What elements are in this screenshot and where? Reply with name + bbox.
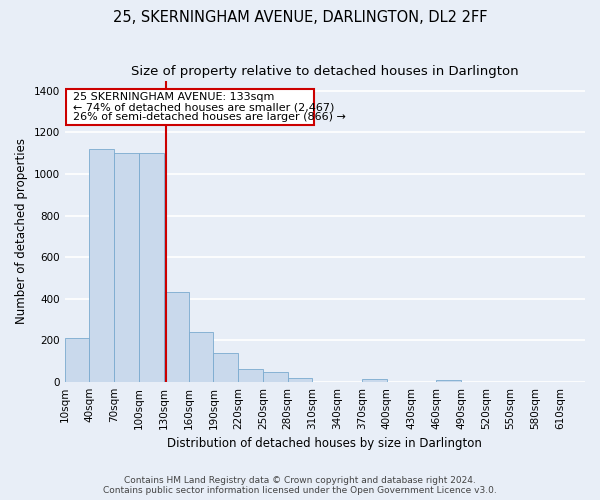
Bar [65, 338, 89, 382]
Bar [188, 332, 214, 382]
Bar [436, 380, 461, 382]
Bar [238, 370, 263, 382]
Text: ← 74% of detached houses are smaller (2,467): ← 74% of detached houses are smaller (2,… [73, 102, 334, 113]
Text: 25, SKERNINGHAM AVENUE, DARLINGTON, DL2 2FF: 25, SKERNINGHAM AVENUE, DARLINGTON, DL2 … [113, 10, 487, 25]
Bar [263, 372, 287, 382]
Text: Contains HM Land Registry data © Crown copyright and database right 2024.
Contai: Contains HM Land Registry data © Crown c… [103, 476, 497, 495]
Bar [89, 149, 114, 382]
Bar [139, 154, 164, 382]
Bar [164, 292, 188, 382]
Text: 25 SKERNINGHAM AVENUE: 133sqm: 25 SKERNINGHAM AVENUE: 133sqm [73, 92, 274, 102]
Bar [67, 89, 314, 125]
Y-axis label: Number of detached properties: Number of detached properties [15, 138, 28, 324]
X-axis label: Distribution of detached houses by size in Darlington: Distribution of detached houses by size … [167, 437, 482, 450]
Bar [214, 352, 238, 382]
Text: 26% of semi-detached houses are larger (866) →: 26% of semi-detached houses are larger (… [73, 112, 346, 122]
Title: Size of property relative to detached houses in Darlington: Size of property relative to detached ho… [131, 65, 518, 78]
Bar [362, 378, 387, 382]
Bar [114, 154, 139, 382]
Bar [287, 378, 313, 382]
